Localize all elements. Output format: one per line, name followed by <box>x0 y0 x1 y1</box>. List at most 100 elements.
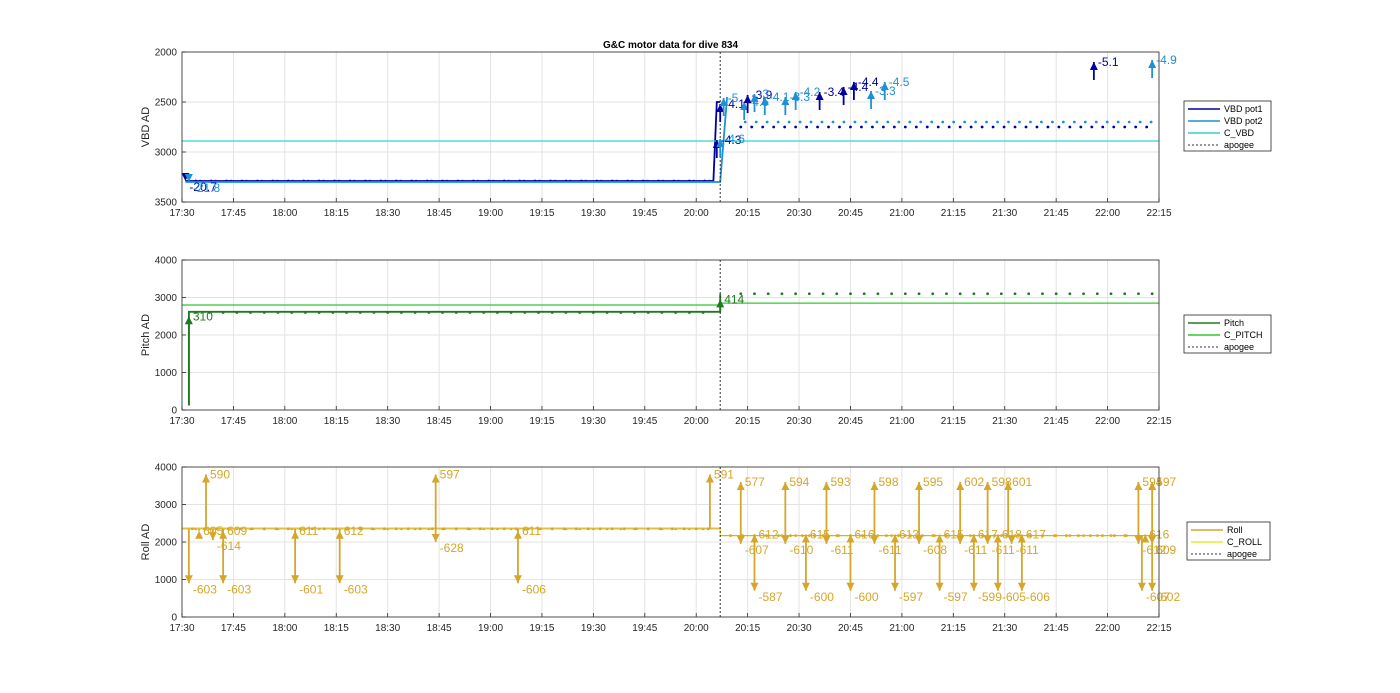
annotation-arrowhead <box>760 97 769 105</box>
data-point-climb <box>986 292 989 296</box>
legend-box <box>1183 100 1272 152</box>
x-tick-label: 19:45 <box>632 623 657 634</box>
x-tick-label: 21:00 <box>889 208 914 219</box>
roll-point <box>789 534 792 538</box>
data-point-climb <box>1007 120 1010 124</box>
annotation-label: -628 <box>440 541 464 555</box>
data-point-climb <box>1061 120 1065 124</box>
annotation-label: -600 <box>810 590 834 604</box>
x-tick-label: 20:45 <box>838 416 863 427</box>
roll-point <box>1077 534 1080 538</box>
y-tick-label: 1000 <box>155 368 178 379</box>
roll-point <box>682 527 686 531</box>
data-point-climb <box>780 292 784 296</box>
data-point-climb <box>860 125 863 129</box>
y-tick-label: 0 <box>171 406 177 417</box>
roll-point <box>765 534 768 538</box>
x-tick-label: 22:15 <box>1146 416 1171 427</box>
annotation-arrowhead <box>891 582 900 591</box>
roll-point <box>562 527 566 531</box>
roll-point <box>406 527 410 531</box>
roll-point <box>729 534 732 538</box>
roll-point <box>346 527 350 531</box>
legend-entry: VBD pot1 <box>1224 104 1263 114</box>
data-point-climb <box>903 125 907 129</box>
legend-entry: C_ROLL <box>1227 537 1262 547</box>
roll-point <box>394 527 398 531</box>
data-point-climb <box>739 292 743 296</box>
annotation-label: -21.8 <box>193 181 221 195</box>
annotation-arrowhead <box>839 87 848 95</box>
data-point-climb <box>739 125 743 129</box>
annotation-arrowhead <box>849 82 858 90</box>
roll-point <box>382 527 386 531</box>
annotation-label: 414 <box>724 292 744 306</box>
annotation-label: -614 <box>217 539 241 553</box>
data-point-climb <box>842 120 846 124</box>
annotation-label: -601 <box>299 582 323 596</box>
data-point-climb <box>776 120 780 124</box>
data-point-climb <box>862 292 866 296</box>
annotation-label: -597 <box>899 590 923 604</box>
annotation-label: -603 <box>344 582 368 596</box>
x-tick-label: 18:15 <box>324 416 349 427</box>
annotation-arrowhead <box>750 582 759 591</box>
annotation-arrowhead <box>870 482 879 490</box>
data-point-climb <box>875 120 879 124</box>
roll-point <box>801 534 804 538</box>
data-point-climb <box>1083 120 1087 124</box>
roll-point <box>298 527 302 531</box>
x-tick-label: 18:00 <box>272 623 297 634</box>
roll-point <box>897 534 900 538</box>
data-point-climb <box>1002 125 1006 129</box>
roll-point <box>214 527 218 531</box>
annotation-arrowhead <box>791 92 800 100</box>
legend-entry: apogee <box>1227 549 1257 559</box>
annotation-label: -605 <box>1002 590 1026 604</box>
roll-point <box>993 534 996 538</box>
data-point-climb <box>1094 120 1098 124</box>
annotation-label: -603 <box>193 582 217 596</box>
roll-point <box>190 527 194 531</box>
roll-point <box>658 527 662 531</box>
annotation-arrowhead <box>870 535 879 544</box>
annotation-label: 609 <box>1156 543 1176 557</box>
data-point-climb <box>1013 292 1017 296</box>
data-point-climb <box>805 125 808 129</box>
x-tick-label: 19:30 <box>581 208 606 219</box>
annotation-arrowhead <box>750 94 759 102</box>
y-axis-label: VBD AD <box>140 107 152 147</box>
annotation-arrowhead <box>184 316 193 325</box>
annotation-label: -606 <box>1026 590 1050 604</box>
roll-point <box>454 527 458 531</box>
roll-point <box>550 527 554 531</box>
data-point-climb <box>1024 125 1028 129</box>
data-point-climb <box>952 120 956 124</box>
annotation-arrowhead <box>719 98 728 106</box>
data-point-climb <box>853 120 857 124</box>
data-point-climb <box>798 120 802 124</box>
x-tick-label: 20:30 <box>787 208 812 219</box>
annotation-label: 616 <box>854 528 874 542</box>
roll-point <box>442 527 446 531</box>
annotation-label: 591 <box>714 468 734 482</box>
annotation-label: -603 <box>227 582 251 596</box>
annotation-arrowhead <box>184 575 193 584</box>
data-point-climb <box>996 120 999 124</box>
annotation-arrowhead <box>1148 482 1157 490</box>
annotation-label: 594 <box>789 475 809 489</box>
data-point-climb <box>794 292 798 296</box>
plot-area <box>182 52 1159 202</box>
annotation-label: 618 <box>1002 528 1022 542</box>
legend-entry: Pitch <box>1224 318 1244 328</box>
x-tick-label: 21:00 <box>889 416 914 427</box>
annotation-arrowhead <box>801 582 810 591</box>
data-point-climb <box>903 292 907 296</box>
roll-point <box>238 527 242 531</box>
x-tick-label: 21:30 <box>992 416 1017 427</box>
x-tick-label: 19:30 <box>581 623 606 634</box>
roll-point <box>574 527 578 531</box>
data-point-climb <box>761 125 765 129</box>
x-tick-label: 18:30 <box>375 623 400 634</box>
